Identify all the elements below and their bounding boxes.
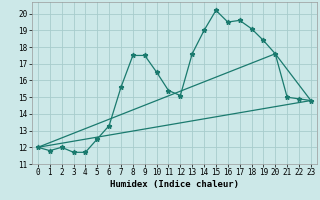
X-axis label: Humidex (Indice chaleur): Humidex (Indice chaleur) [110, 180, 239, 189]
